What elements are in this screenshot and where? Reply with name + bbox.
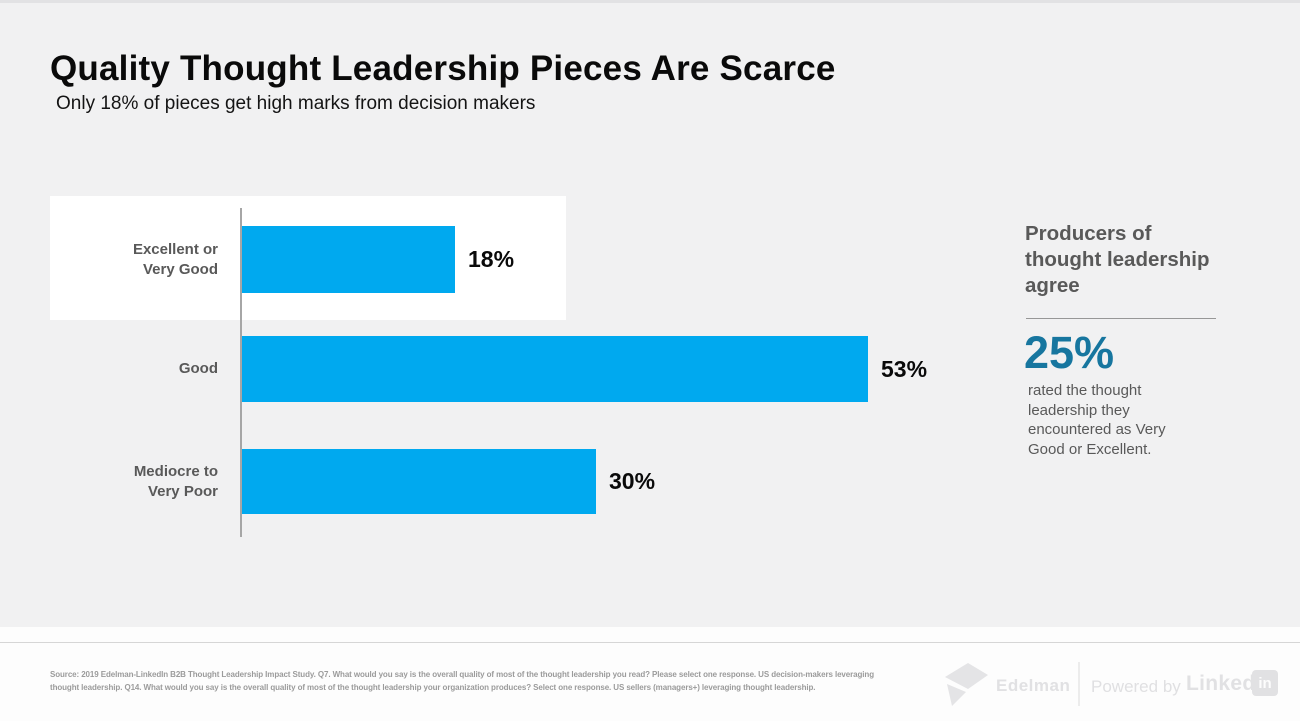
bar-mediocre-to-very-poor bbox=[242, 449, 596, 514]
side-panel-stat: 25% bbox=[1024, 327, 1115, 378]
bar-excellent-or-very-good bbox=[242, 226, 455, 293]
linkedin-logo-wordmark: Linked bbox=[1186, 672, 1256, 695]
category-label: Good bbox=[178, 360, 218, 377]
edelman-logo-icon bbox=[942, 660, 990, 708]
side-panel-description: rated the thought leadership they encoun… bbox=[1028, 382, 1166, 458]
source-note-line1: Source: 2019 Edelman-LinkedIn B2B Though… bbox=[50, 670, 874, 679]
value-label: 30% bbox=[609, 468, 656, 494]
side-panel-divider bbox=[1026, 318, 1216, 319]
source-note-line2: thought leadership. Q14. What would you … bbox=[50, 683, 816, 692]
side-panel-heading: Producers of thought leadership agree bbox=[1025, 222, 1210, 297]
bar-good bbox=[242, 336, 868, 402]
category-label: Excellent or Very Good bbox=[132, 240, 218, 278]
value-label: 18% bbox=[468, 246, 515, 272]
chart-axis-line bbox=[240, 208, 242, 537]
footer-divider bbox=[0, 642, 1300, 643]
value-label: 53% bbox=[881, 355, 928, 382]
edelman-logo-wordmark: Edelman bbox=[996, 676, 1071, 695]
logo-separator bbox=[1078, 662, 1080, 706]
source-note: Source: 2019 Edelman-LinkedIn B2B Though… bbox=[50, 668, 874, 694]
page-title: Quality Thought Leadership Pieces Are Sc… bbox=[50, 49, 836, 88]
page-subtitle: Only 18% of pieces get high marks from d… bbox=[56, 93, 536, 114]
linkedin-in-badge-icon: in bbox=[1252, 670, 1278, 696]
category-label: Mediocre to Very Poor bbox=[133, 462, 218, 500]
powered-by-label: Powered by bbox=[1091, 677, 1181, 696]
